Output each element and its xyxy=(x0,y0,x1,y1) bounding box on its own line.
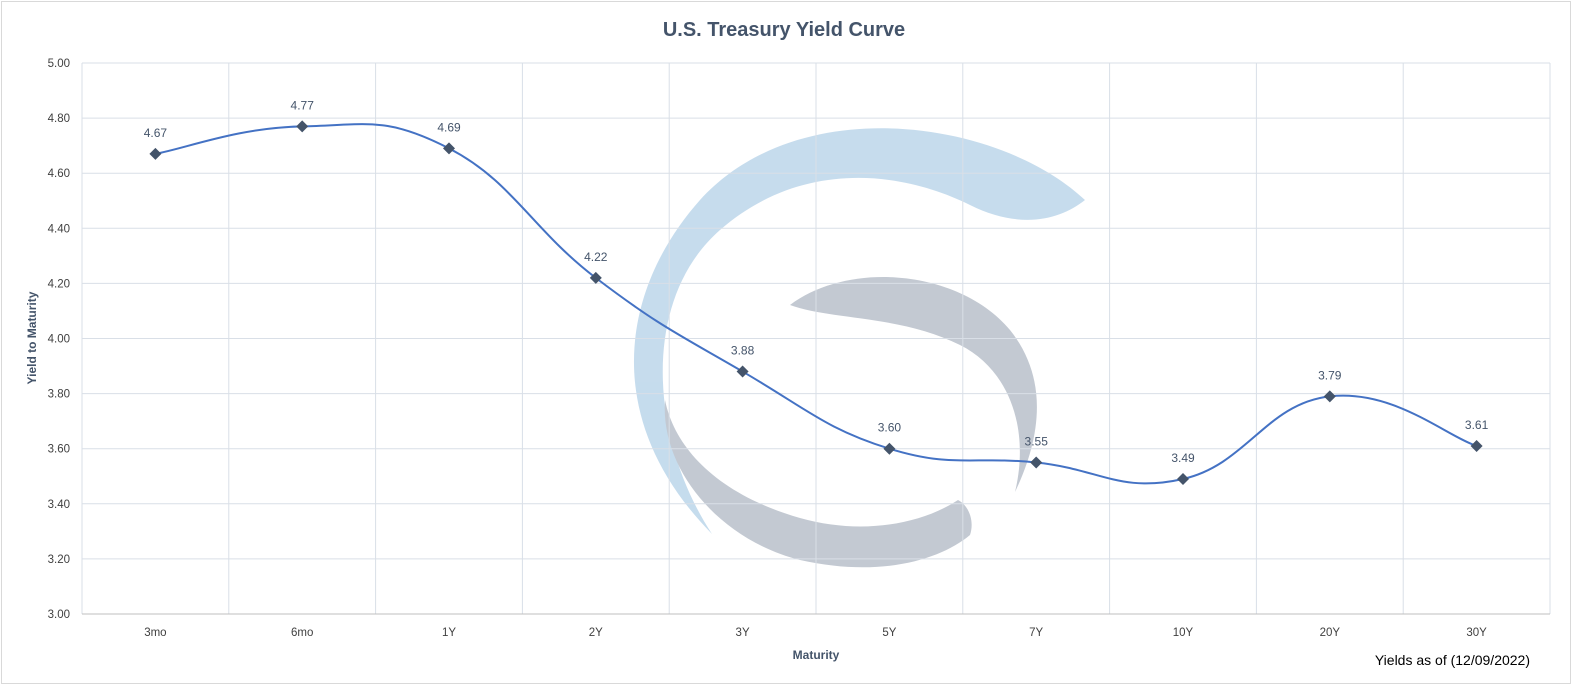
data-label: 4.22 xyxy=(584,250,608,264)
x-tick-label: 1Y xyxy=(442,627,456,639)
x-axis-ticks: 3mo 6mo 1Y 2Y 3Y 5Y 7Y 10Y 20Y 30Y xyxy=(144,627,1487,639)
y-tick-label: 4.20 xyxy=(48,278,70,290)
y-tick-label: 5.00 xyxy=(48,58,70,70)
series-line-yield xyxy=(155,123,1477,485)
data-label: 3.61 xyxy=(1465,418,1489,432)
x-tick-label: 2Y xyxy=(589,627,603,639)
gridlines xyxy=(81,62,1551,615)
data-labels: 4.67 4.77 4.69 4.22 3.88 3.60 3.55 3.49 3.79 3.61 xyxy=(144,98,1489,465)
y-tick-label: 4.00 xyxy=(48,334,70,346)
data-label: 4.77 xyxy=(291,98,315,112)
x-tick-label: 5Y xyxy=(882,627,896,639)
x-tick-label: 20Y xyxy=(1320,627,1341,639)
x-tick-label: 6mo xyxy=(291,627,313,639)
y-axis-ticks: 3.00 3.20 3.40 3.60 3.80 4.00 4.20 4.40 4.60 4.80… xyxy=(48,58,70,621)
watermark-logo xyxy=(633,128,1085,568)
x-tick-label: 3Y xyxy=(736,627,750,639)
y-tick-label: 3.20 xyxy=(48,554,70,566)
watermark-gray-lower-arc xyxy=(664,400,972,568)
x-axis-title: Maturity xyxy=(793,648,840,662)
data-label: 3.60 xyxy=(878,421,902,435)
data-point-marker xyxy=(296,120,309,133)
data-point-marker xyxy=(1177,473,1189,486)
data-label: 4.67 xyxy=(144,126,168,140)
data-label: 3.49 xyxy=(1171,451,1195,465)
y-tick-label: 4.80 xyxy=(48,113,70,125)
x-tick-label: 3mo xyxy=(144,627,166,639)
y-tick-label: 4.40 xyxy=(48,223,70,235)
data-point-marker xyxy=(1030,456,1043,469)
data-point-marker xyxy=(736,365,749,378)
y-tick-label: 3.60 xyxy=(48,444,70,456)
data-point-marker xyxy=(443,142,455,155)
data-point-marker xyxy=(149,147,162,160)
data-label: 4.69 xyxy=(437,120,461,134)
y-tick-label: 4.60 xyxy=(48,168,70,180)
data-point-marker xyxy=(1470,439,1483,452)
x-tick-label: 10Y xyxy=(1173,627,1194,639)
data-label: 3.79 xyxy=(1318,368,1342,382)
y-tick-label: 3.40 xyxy=(48,499,70,511)
data-label: 3.88 xyxy=(731,344,755,358)
data-markers xyxy=(149,120,1483,486)
x-tick-label: 30Y xyxy=(1466,627,1487,639)
y-tick-label: 3.80 xyxy=(48,389,70,401)
data-point-marker xyxy=(883,442,896,455)
x-tick-label: 7Y xyxy=(1029,627,1043,639)
chart-title: U.S. Treasury Yield Curve xyxy=(663,19,905,41)
data-point-marker xyxy=(1323,390,1336,403)
data-point-marker xyxy=(589,271,602,284)
watermark-gray-arc xyxy=(790,277,1037,492)
watermark-blue-arc xyxy=(633,128,1085,534)
y-axis-title: Yield to Maturity xyxy=(25,291,39,384)
data-label: 3.55 xyxy=(1025,434,1049,448)
as-of-note: Yields as of (12/09/2022) xyxy=(1375,652,1530,668)
y-tick-label: 3.00 xyxy=(48,609,70,621)
